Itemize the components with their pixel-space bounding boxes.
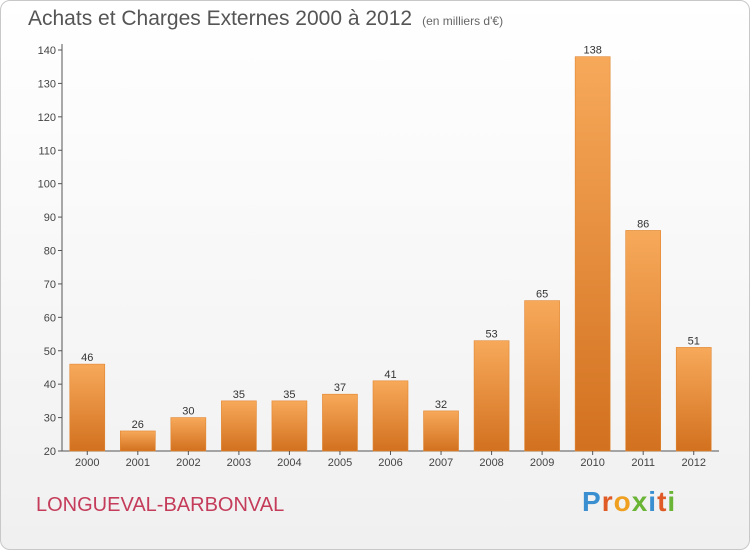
x-tick-label: 2012 [681,457,705,469]
bar [322,393,358,452]
proxiti-logo: Proxiti [582,486,676,518]
x-tick-label: 2000 [75,457,99,469]
x-tick-label: 2003 [227,457,251,469]
bar [423,410,459,452]
y-tick-label: 30 [44,413,56,425]
x-tick-label: 2011 [631,457,655,469]
bar-value-label: 86 [637,218,649,230]
y-tick-label: 110 [38,145,56,157]
bar-value-label: 138 [583,45,601,57]
bar [221,400,257,452]
chart-title: Achats et Charges Externes 2000 à 2012 (e… [28,7,503,31]
bar [524,300,560,452]
y-tick-label: 140 [38,45,56,57]
bar [170,417,207,452]
bar [372,380,409,452]
y-tick-label: 70 [44,279,56,291]
bar [625,230,661,452]
x-tick-label: 2009 [530,457,554,469]
x-tick-label: 2002 [176,457,200,469]
y-tick-label: 50 [44,346,56,358]
y-tick-label: 20 [44,446,56,458]
brand-letter: P [582,486,602,517]
bar-value-label: 32 [435,399,447,411]
bar [120,430,156,452]
x-tick-label: 2008 [479,457,503,469]
bar-value-label: 41 [384,369,396,381]
x-tick-label: 2004 [277,457,301,469]
y-tick-label: 60 [44,312,56,324]
y-tick-label: 100 [38,179,56,191]
chart-title-text: Achats et Charges Externes 2000 à 2012 [28,7,413,30]
bar-value-label: 51 [688,335,700,347]
brand-letter: i [648,486,658,517]
brand-letter: x [631,486,649,517]
bar-value-label: 65 [536,289,548,301]
y-tick-label: 120 [38,112,56,124]
bar [271,400,308,452]
bar-value-label: 46 [81,352,93,364]
bar [675,347,712,452]
bar-value-label: 26 [132,419,144,431]
brand-letter: o [613,486,632,517]
bar [69,363,106,452]
bar-value-label: 37 [334,382,346,394]
bar [473,340,510,452]
y-tick-label: 40 [44,379,56,391]
y-tick-label: 80 [44,246,56,258]
bar-value-label: 30 [182,406,194,418]
y-tick-label: 130 [38,78,56,90]
bar [574,56,611,452]
x-tick-label: 2005 [328,457,352,469]
town-name: LONGUEVAL-BARBONVAL [36,494,285,516]
bar-value-label: 35 [233,389,245,401]
brand-letter: i [667,486,677,517]
y-tick-label: 90 [44,212,56,224]
x-tick-label: 2010 [580,457,604,469]
x-tick-label: 2001 [126,457,150,469]
brand-letter: t [657,486,668,517]
bar-value-label: 35 [283,389,295,401]
x-tick-label: 2006 [378,457,402,469]
x-tick-label: 2007 [429,457,453,469]
bar-value-label: 53 [485,329,497,341]
chart-subtitle: (en milliers d'€) [422,14,504,28]
brand-letter: r [601,486,614,517]
